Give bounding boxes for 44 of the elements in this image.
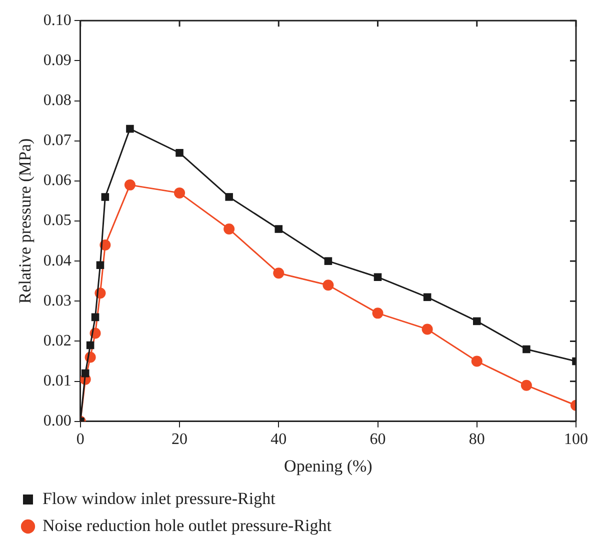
- point: [322, 280, 334, 291]
- point: [372, 308, 384, 319]
- point: [472, 317, 481, 326]
- y-tick-label: 0.03: [43, 292, 72, 310]
- y-tick-label: 0.00: [43, 412, 72, 430]
- point: [126, 124, 134, 133]
- y-tick-label: 0.05: [43, 212, 72, 230]
- x-tick-label: 100: [564, 431, 588, 448]
- point: [124, 179, 136, 190]
- point: [96, 261, 104, 269]
- legend-label: Noise reduction hole outlet pressure-Right: [42, 516, 332, 535]
- point: [374, 273, 382, 281]
- point: [520, 380, 532, 391]
- y-tick-label: 0.01: [43, 372, 72, 390]
- y-tick-label: 0.02: [43, 332, 72, 350]
- y-tick-label: 0.08: [43, 92, 72, 109]
- legend-label: Flow window inlet pressure-Right: [42, 488, 276, 508]
- point: [174, 187, 186, 198]
- y-tick-label: 0.06: [43, 172, 72, 190]
- point: [422, 324, 433, 335]
- point: [91, 313, 100, 322]
- point: [522, 345, 530, 354]
- point: [86, 341, 94, 350]
- x-tick-label: 20: [172, 431, 188, 448]
- x-tick-label: 40: [270, 431, 287, 448]
- point: [324, 257, 332, 265]
- x-tick-label: 60: [370, 431, 386, 448]
- y-axis-title: Relative pressure (MPa): [16, 138, 35, 304]
- x-tick-label: 80: [468, 431, 485, 448]
- point: [225, 193, 233, 201]
- point: [273, 268, 284, 279]
- point: [81, 369, 90, 378]
- y-tick-label: 0.10: [43, 12, 72, 29]
- point: [471, 356, 482, 367]
- x-axis-title: Opening (%): [284, 456, 372, 476]
- point: [274, 225, 283, 233]
- point: [101, 193, 110, 201]
- y-tick-label: 0.07: [43, 132, 72, 150]
- point: [224, 224, 235, 235]
- point: [423, 293, 432, 302]
- y-tick-label: 0.04: [43, 252, 72, 270]
- x-tick-label: 0: [76, 431, 84, 448]
- point: [176, 148, 184, 157]
- y-tick-label: 0.09: [43, 52, 72, 69]
